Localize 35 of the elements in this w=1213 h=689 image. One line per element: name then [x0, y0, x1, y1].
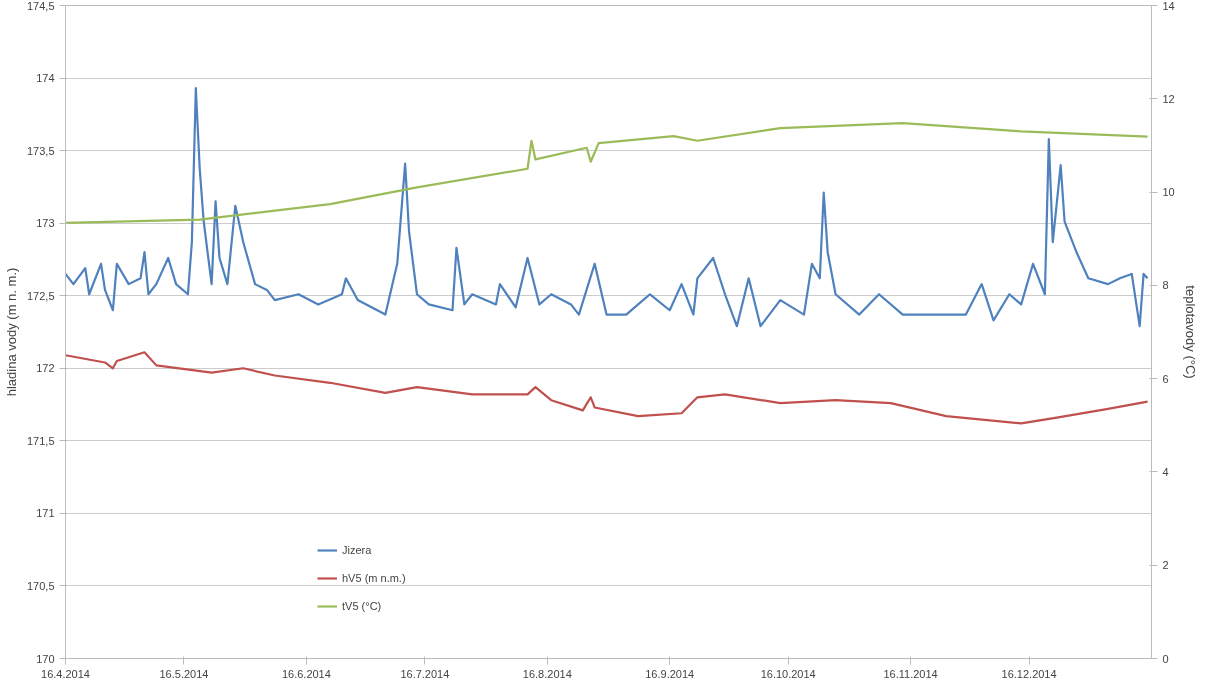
y-tick-label: 174,5	[26, 0, 55, 12]
x-tick-label: 16.10.2014	[760, 667, 816, 680]
y2-tick-label: 6	[1162, 372, 1169, 385]
y-tick-label: 173,5	[26, 144, 55, 157]
x-tick-label: 16.7.2014	[400, 667, 450, 680]
legend-label: Jizera	[342, 544, 372, 556]
y2-tick-label: 12	[1162, 92, 1175, 105]
y2-tick-label: 0	[1162, 652, 1169, 665]
x-tick-label: 16.6.2014	[281, 667, 331, 680]
y2-tick-label: 2	[1162, 559, 1169, 572]
line-series	[65, 87, 1149, 328]
x-tick-label: 16.9.2014	[645, 667, 695, 680]
x-tick-label: 16.11.2014	[883, 667, 938, 680]
y-tick-label: 172	[36, 362, 55, 375]
line-series	[65, 351, 1149, 425]
y2-tick-label: 14	[1162, 0, 1175, 12]
y-tick-label: 173	[36, 217, 55, 230]
line-series	[65, 121, 1149, 224]
y2-tick-label: 10	[1162, 186, 1175, 199]
y2-axis-title: teplotavody (°C)	[1182, 285, 1198, 379]
x-tick-label: 16.12.2014	[1001, 667, 1057, 680]
legend-label: tV5 (°C)	[342, 600, 382, 612]
x-tick-label: 16.5.2014	[159, 667, 209, 680]
y2-tick-label: 8	[1162, 279, 1169, 292]
y-tick-label: 170	[36, 652, 55, 665]
y-tick-label: 174	[36, 72, 55, 85]
y-tick-label: 170,5	[26, 579, 55, 592]
x-tick-label: 16.8.2014	[522, 667, 572, 680]
legend-label: hV5 (m n.m.)	[342, 572, 406, 584]
y2-tick-label: 4	[1162, 465, 1169, 478]
x-tick-label: 16.4.2014	[41, 667, 90, 680]
y-tick-label: 171	[36, 507, 55, 520]
y-tick-label: 171,5	[26, 434, 55, 447]
y-tick-label: 172,5	[26, 289, 55, 302]
y-axis-title: hladina vody (m n. m.)	[3, 267, 19, 397]
